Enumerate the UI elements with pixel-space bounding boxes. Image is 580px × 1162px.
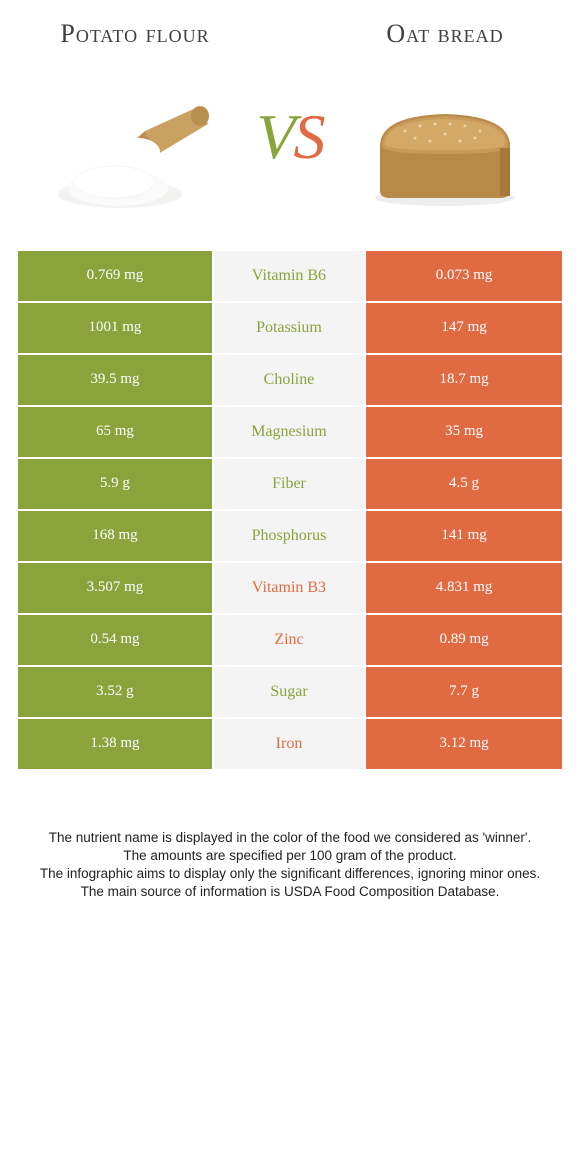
nutrient-label: Sugar <box>214 667 366 717</box>
right-value: 141 mg <box>366 511 562 561</box>
vs-v-letter: V <box>256 101 293 172</box>
right-value: 0.89 mg <box>366 615 562 665</box>
left-value: 168 mg <box>18 511 214 561</box>
table-row: 1001 mgPotassium147 mg <box>18 303 562 353</box>
left-value: 0.54 mg <box>18 615 214 665</box>
footer-line-4: The main source of information is USDA F… <box>20 883 560 901</box>
right-value: 4.5 g <box>366 459 562 509</box>
footer-line-1: The nutrient name is displayed in the co… <box>20 829 560 847</box>
nutrient-comparison-table: 0.769 mgVitamin B60.073 mg1001 mgPotassi… <box>18 251 562 769</box>
header-left-col: Potato flour <box>30 20 240 231</box>
right-value: 147 mg <box>366 303 562 353</box>
table-row: 0.54 mgZinc0.89 mg <box>18 615 562 665</box>
nutrient-label: Zinc <box>214 615 366 665</box>
nutrient-label: Phosphorus <box>214 511 366 561</box>
nutrient-label: Iron <box>214 719 366 769</box>
table-row: 0.769 mgVitamin B60.073 mg <box>18 251 562 301</box>
left-value: 39.5 mg <box>18 355 214 405</box>
left-food-image <box>30 61 240 231</box>
nutrient-label: Magnesium <box>214 407 366 457</box>
table-row: 5.9 gFiber4.5 g <box>18 459 562 509</box>
right-food-image <box>340 61 550 231</box>
table-row: 39.5 mgCholine18.7 mg <box>18 355 562 405</box>
left-value: 0.769 mg <box>18 251 214 301</box>
potato-flour-icon <box>50 76 220 216</box>
footer-line-2: The amounts are specified per 100 gram o… <box>20 847 560 865</box>
right-value: 3.12 mg <box>366 719 562 769</box>
left-food-title: Potato flour <box>30 20 240 49</box>
nutrient-label: Vitamin B3 <box>214 563 366 613</box>
left-value: 65 mg <box>18 407 214 457</box>
left-value: 5.9 g <box>18 459 214 509</box>
table-row: 1.38 mgIron3.12 mg <box>18 719 562 769</box>
nutrient-label: Vitamin B6 <box>214 251 366 301</box>
left-value: 3.507 mg <box>18 563 214 613</box>
left-value: 1001 mg <box>18 303 214 353</box>
vs-label: VS <box>256 20 323 174</box>
oat-bread-icon <box>360 76 530 216</box>
left-value: 3.52 g <box>18 667 214 717</box>
left-value: 1.38 mg <box>18 719 214 769</box>
nutrient-label: Fiber <box>214 459 366 509</box>
right-value: 35 mg <box>366 407 562 457</box>
right-value: 4.831 mg <box>366 563 562 613</box>
nutrient-label: Choline <box>214 355 366 405</box>
right-value: 0.073 mg <box>366 251 562 301</box>
table-row: 65 mgMagnesium35 mg <box>18 407 562 457</box>
right-food-title: Oat bread <box>340 20 550 49</box>
vs-s-letter: S <box>294 101 324 172</box>
table-row: 3.507 mgVitamin B34.831 mg <box>18 563 562 613</box>
comparison-header: Potato flour VS Oat bread <box>0 0 580 241</box>
header-right-col: Oat bread <box>340 20 550 231</box>
nutrient-label: Potassium <box>214 303 366 353</box>
right-value: 7.7 g <box>366 667 562 717</box>
right-value: 18.7 mg <box>366 355 562 405</box>
table-row: 168 mgPhosphorus141 mg <box>18 511 562 561</box>
footer-notes: The nutrient name is displayed in the co… <box>20 829 560 902</box>
footer-line-3: The infographic aims to display only the… <box>20 865 560 883</box>
table-row: 3.52 gSugar7.7 g <box>18 667 562 717</box>
